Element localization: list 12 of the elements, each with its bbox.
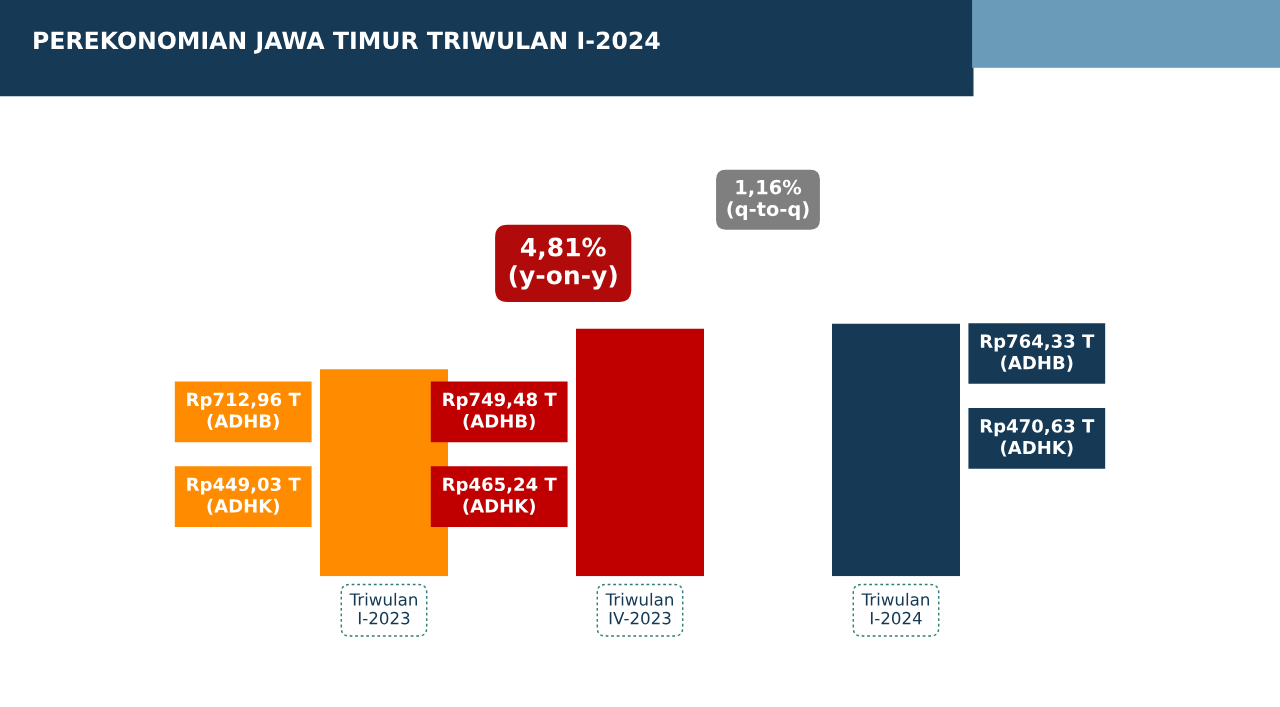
- chart-title: PEREKONOMIAN JAWA TIMUR TRIWULAN I-2024: [34, 31, 660, 54]
- annotation: Rp449,03 T (ADHK): [187, 477, 301, 515]
- annotation: Rp712,96 T (ADHB): [187, 392, 301, 430]
- annotation: Rp749,48 T (ADHB): [443, 392, 557, 430]
- x-tick-label: Triwulan IV-2023: [605, 592, 673, 625]
- text: 4,81% (y-on-y): [509, 237, 617, 290]
- x-tick-label: Triwulan I-2024: [861, 592, 929, 625]
- annotation: Rp470,63 T (ADHK): [980, 419, 1095, 457]
- text: 1,16% (q-to-q): [727, 179, 809, 221]
- annotation: Rp764,33 T (ADHB): [980, 334, 1095, 372]
- annotation: Rp465,24 T (ADHK): [443, 477, 557, 515]
- x-tick-label: Triwulan I-2023: [349, 592, 417, 625]
